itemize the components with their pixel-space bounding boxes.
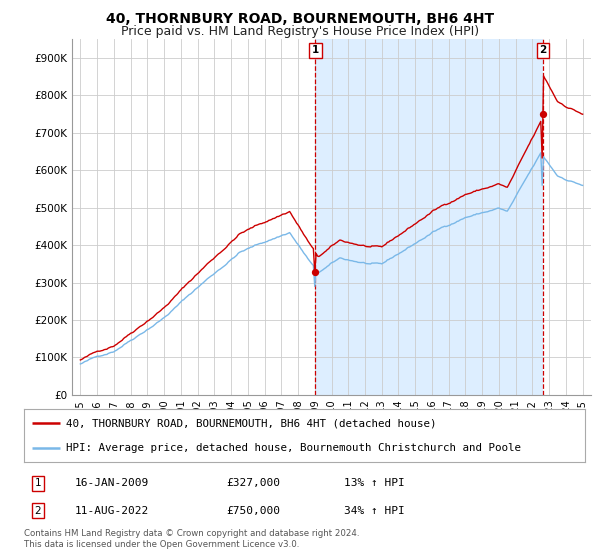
Text: 16-JAN-2009: 16-JAN-2009 [74,478,149,488]
Text: 34% ↑ HPI: 34% ↑ HPI [344,506,404,516]
Bar [316,39,543,395]
Text: 40, THORNBURY ROAD, BOURNEMOUTH, BH6 4HT: 40, THORNBURY ROAD, BOURNEMOUTH, BH6 4HT [106,12,494,26]
Text: 40, THORNBURY ROAD, BOURNEMOUTH, BH6 4HT (detached house): 40, THORNBURY ROAD, BOURNEMOUTH, BH6 4HT… [66,418,437,428]
Text: Price paid vs. HM Land Registry's House Price Index (HPI): Price paid vs. HM Land Registry's House … [121,25,479,38]
Text: 1: 1 [312,45,319,55]
Text: Contains HM Land Registry data © Crown copyright and database right 2024.
This d: Contains HM Land Registry data © Crown c… [24,529,359,549]
Text: £750,000: £750,000 [226,506,280,516]
Text: 2: 2 [35,506,41,516]
Text: 2: 2 [539,45,547,55]
Text: HPI: Average price, detached house, Bournemouth Christchurch and Poole: HPI: Average price, detached house, Bour… [66,442,521,452]
Text: 1: 1 [35,478,41,488]
Point [311,268,320,277]
Text: £327,000: £327,000 [226,478,280,488]
Text: 13% ↑ HPI: 13% ↑ HPI [344,478,404,488]
Text: 11-AUG-2022: 11-AUG-2022 [74,506,149,516]
Point [538,110,548,119]
